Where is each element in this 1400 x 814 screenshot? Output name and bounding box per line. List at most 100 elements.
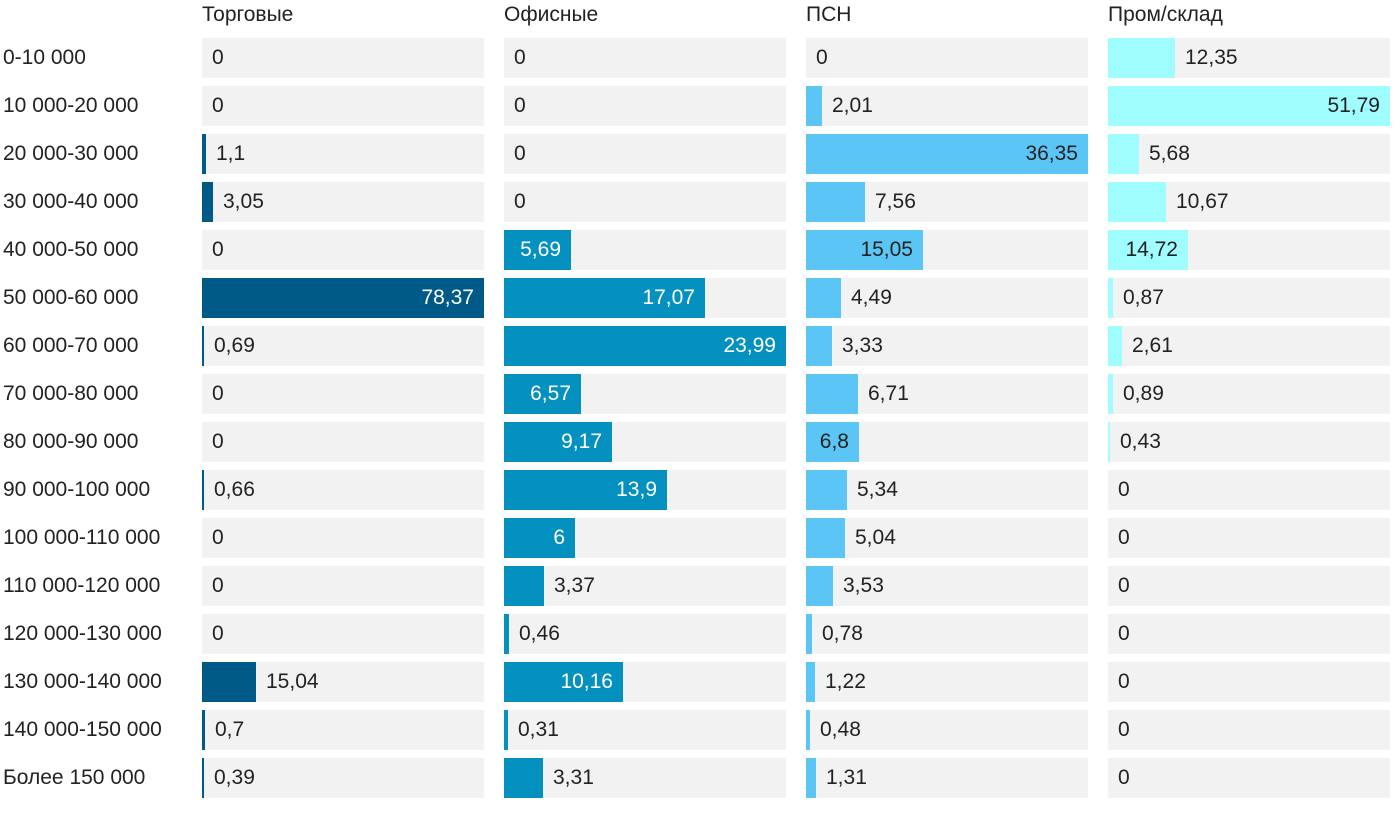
data-label: 0,69: [214, 334, 255, 357]
data-label: 1,31: [826, 766, 867, 789]
bar-track: 0: [504, 86, 786, 126]
category-label: 110 000-120 000: [3, 574, 161, 597]
bar-track: 78,37: [202, 278, 484, 318]
bar-track: 0,39: [202, 758, 484, 798]
bar: [1108, 278, 1113, 318]
bar: [806, 518, 845, 558]
bar: [202, 278, 484, 318]
bar: [504, 326, 786, 366]
data-label: 0: [1118, 718, 1130, 741]
bar: [1108, 326, 1122, 366]
bar: [504, 230, 571, 270]
bar-track: 12,35: [1108, 38, 1390, 78]
bar-track: 2,01: [806, 86, 1088, 126]
bar: [202, 758, 204, 798]
bar: [504, 710, 508, 750]
data-label: 2,61: [1132, 334, 1173, 357]
bar-track: 1,31: [806, 758, 1088, 798]
bar-track: 0: [202, 374, 484, 414]
data-label: 1,1: [216, 142, 246, 165]
data-label: 5,68: [1149, 142, 1190, 165]
data-label: 3,37: [554, 574, 595, 597]
category-label: 20 000-30 000: [3, 142, 139, 165]
bar-track: 0: [202, 230, 484, 270]
bar-track: 0: [1108, 566, 1390, 606]
data-label: 3,53: [843, 574, 884, 597]
data-label: 0,31: [518, 718, 559, 741]
bar: [504, 518, 575, 558]
bar-track: 0: [504, 134, 786, 174]
bar: [504, 278, 705, 318]
bar-track: 3,33: [806, 326, 1088, 366]
bar: [202, 470, 204, 510]
bar-track: 0,87: [1108, 278, 1390, 318]
bar: [806, 374, 858, 414]
data-label: 7,56: [875, 190, 916, 213]
series-title: Торговые: [202, 3, 294, 26]
bar-track: 6,8: [806, 422, 1088, 462]
data-label: 23,99: [723, 334, 776, 357]
bar-track: 0: [202, 566, 484, 606]
data-label: 0,87: [1123, 286, 1164, 309]
bar-track: 5,68: [1108, 134, 1390, 174]
category-label: 70 000-80 000: [3, 382, 139, 405]
bar-track: 5,34: [806, 470, 1088, 510]
bar-track: 23,99: [504, 326, 786, 366]
data-label: 5,69: [520, 238, 561, 261]
category-label: 0-10 000: [3, 46, 86, 69]
category-label: 120 000-130 000: [3, 622, 162, 645]
bar: [806, 710, 810, 750]
bar-track: 3,53: [806, 566, 1088, 606]
bar: [1108, 374, 1113, 414]
bar-track: 36,35: [806, 134, 1088, 174]
data-label: 10,67: [1176, 190, 1229, 213]
bar-track: 0: [1108, 662, 1390, 702]
bar: [202, 662, 256, 702]
data-label: 0: [212, 46, 224, 69]
bar-track: 0: [202, 518, 484, 558]
category-label: 140 000-150 000: [3, 718, 162, 741]
bar: [806, 614, 812, 654]
data-label: 10,16: [560, 670, 613, 693]
data-label: 0: [1118, 766, 1130, 789]
data-label: 13,9: [616, 478, 657, 501]
bar-track: 6: [504, 518, 786, 558]
bar-track: 6,57: [504, 374, 786, 414]
bar: [1108, 182, 1166, 222]
bar: [202, 134, 206, 174]
data-label: 6: [553, 526, 565, 549]
bar-track: 13,9: [504, 470, 786, 510]
bar-track: 1,22: [806, 662, 1088, 702]
bar: [504, 566, 544, 606]
bar: [806, 758, 816, 798]
data-label: 6,57: [530, 382, 571, 405]
bar-track: 2,61: [1108, 326, 1390, 366]
data-label: 0: [1118, 478, 1130, 501]
bar: [1108, 38, 1175, 78]
bar-track: 0,89: [1108, 374, 1390, 414]
data-label: 0,43: [1120, 430, 1161, 453]
bar-track: 9,17: [504, 422, 786, 462]
bar-track: 0: [504, 182, 786, 222]
bar: [806, 182, 865, 222]
data-label: 9,17: [561, 430, 602, 453]
bar: [504, 758, 543, 798]
data-label: 0,89: [1123, 382, 1164, 405]
category-label: 60 000-70 000: [3, 334, 139, 357]
data-label: 0: [212, 430, 224, 453]
data-label: 5,04: [855, 526, 896, 549]
data-label: 0: [212, 526, 224, 549]
data-label: 0: [1118, 574, 1130, 597]
data-label: 5,34: [857, 478, 898, 501]
bar-track: 0: [202, 422, 484, 462]
bar-track: 0: [1108, 614, 1390, 654]
data-label: 17,07: [642, 286, 695, 309]
data-label: 0,78: [822, 622, 863, 645]
bar: [504, 614, 509, 654]
bar-track: 0,78: [806, 614, 1088, 654]
data-label: 0: [514, 190, 526, 213]
data-label: 3,05: [223, 190, 264, 213]
category-label: 40 000-50 000: [3, 238, 139, 261]
data-label: 0: [514, 94, 526, 117]
